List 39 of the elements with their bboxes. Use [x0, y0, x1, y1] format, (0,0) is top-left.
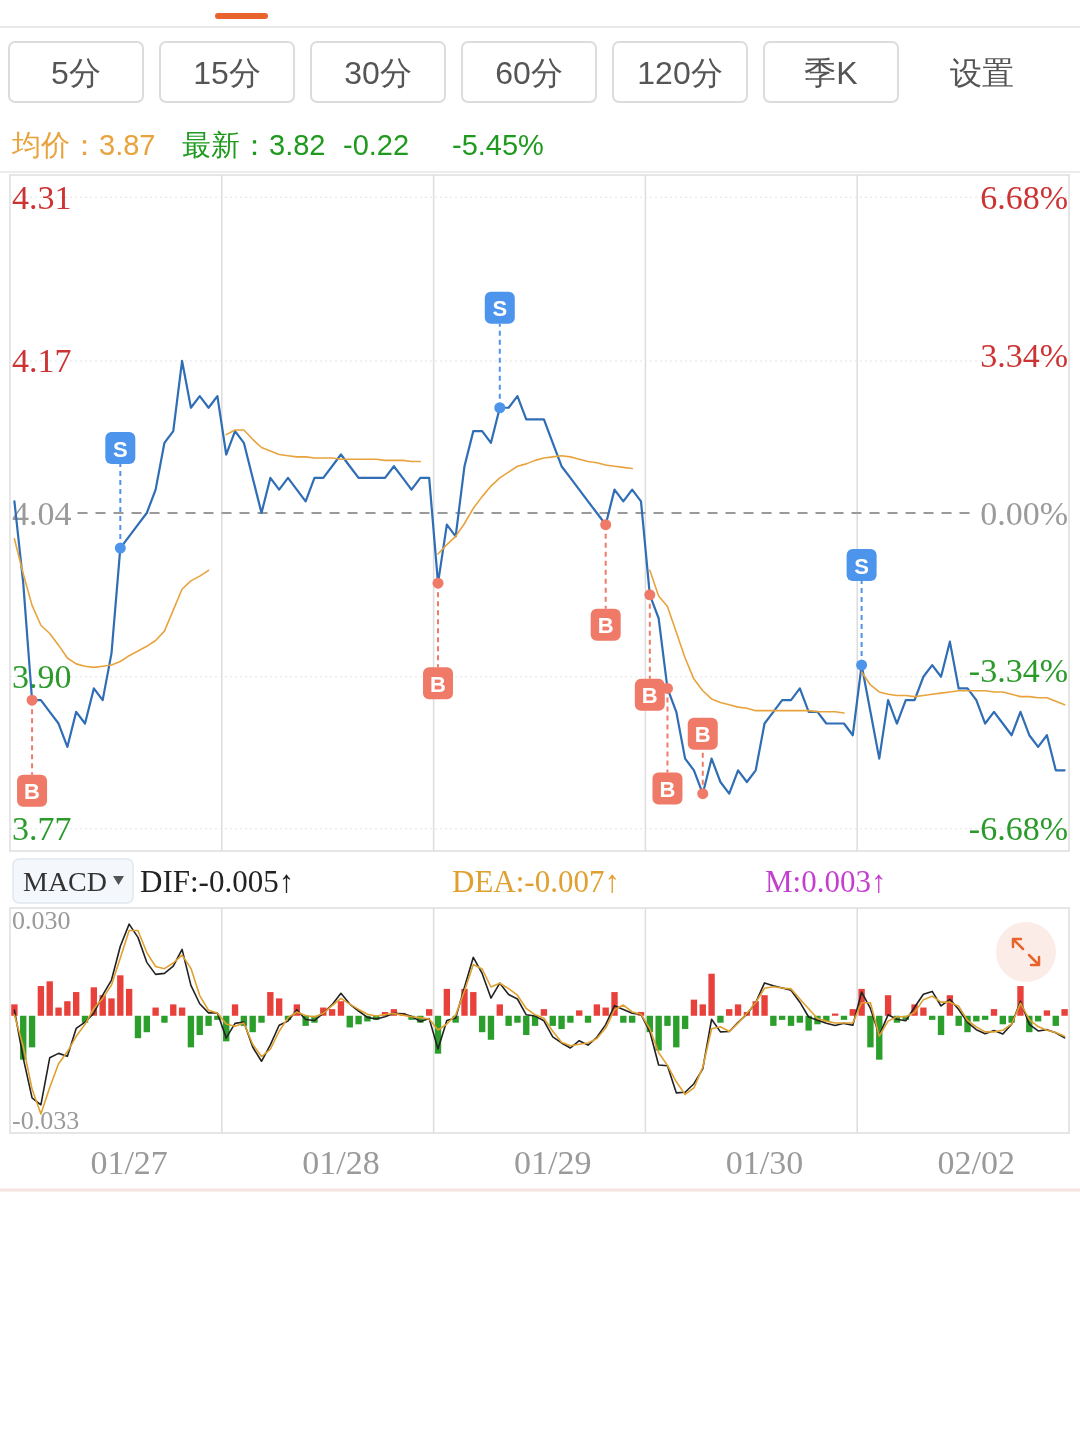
text: B: [24, 779, 41, 805]
chart-title: MACD: [23, 865, 108, 897]
text: B: [659, 776, 676, 802]
text: M:0.003↑: [765, 863, 887, 899]
x-tick-label: 01/30: [725, 1143, 804, 1181]
text: 均价：3.87: [11, 129, 156, 161]
text: DEA:-0.007↑: [452, 863, 620, 899]
y-tick-label: 0.030: [12, 906, 71, 936]
y-tick-label: 3.77: [12, 810, 72, 848]
text: 30分: [344, 55, 412, 91]
x-tick-label: 01/27: [90, 1143, 168, 1181]
x-tick-label: 01/29: [514, 1143, 592, 1181]
y-tick-label: -0.033: [12, 1105, 80, 1135]
text: 15分: [193, 55, 261, 91]
text: S: [112, 436, 128, 462]
y-tick-label: 4.31: [12, 178, 72, 216]
x-tick-label: 01/28: [302, 1143, 380, 1181]
y2-tick-label: -3.34%: [968, 652, 1068, 690]
text: -5.45%: [452, 129, 544, 161]
text: 季K: [804, 55, 858, 91]
text: B: [430, 671, 446, 697]
y2-tick-label: -6.68%: [968, 810, 1068, 848]
y-tick-label: 4.17: [12, 342, 72, 380]
text: S: [854, 553, 869, 579]
text: B: [597, 613, 614, 639]
text: 设置: [950, 55, 1014, 91]
y2-tick-label: 3.34%: [980, 336, 1068, 374]
text: 最新：3.82: [182, 129, 326, 161]
text: DIF:-0.005↑: [140, 863, 295, 899]
text: S: [492, 296, 508, 322]
series-label: B: [641, 683, 658, 709]
text: 60分: [495, 55, 563, 91]
text: 120分: [637, 55, 723, 91]
y2-tick-label: 0.00%: [980, 494, 1068, 532]
text: 5分: [51, 55, 101, 91]
text: -0.22: [343, 129, 410, 161]
text: B: [694, 722, 711, 748]
y2-tick-label: 6.68%: [980, 178, 1068, 216]
x-tick-label: 02/02: [937, 1143, 1016, 1181]
